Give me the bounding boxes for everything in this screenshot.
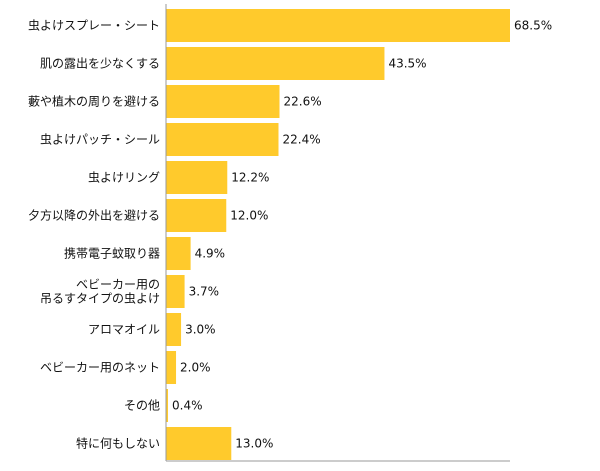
- category-label: アロマオイル: [88, 323, 160, 337]
- category-label: 携帯電子蚊取り器: [64, 246, 160, 261]
- bar: [166, 199, 227, 232]
- category-label: 虫よけリング: [88, 171, 160, 185]
- bar: [166, 427, 232, 460]
- bar: [166, 275, 185, 308]
- data-label: 43.5%: [388, 57, 426, 71]
- category-label: その他: [124, 399, 160, 413]
- data-label: 0.4%: [172, 399, 203, 413]
- bar: [166, 85, 280, 118]
- category-label: ベビーカー用のネット: [40, 361, 160, 375]
- category-labels-group: 虫よけスプレー・シート肌の露出を少なくする藪や植木の周りを避ける虫よけパッチ・シ…: [28, 19, 160, 451]
- bar: [166, 123, 279, 156]
- data-label: 2.0%: [180, 361, 211, 375]
- data-label: 13.0%: [235, 437, 273, 451]
- bar: [166, 389, 169, 422]
- category-label: 肌の露出を少なくする: [40, 57, 160, 71]
- data-label: 3.0%: [185, 323, 216, 337]
- bar: [166, 161, 228, 194]
- value-labels-group: 68.5% 43.5% 22.6% 22.4% 12.2% 12.0% 4.9% 3.7% 3.…: [172, 19, 552, 451]
- category-label: 藪や植木の周りを避ける: [28, 94, 160, 109]
- data-label: 4.9%: [195, 247, 226, 261]
- category-label: 虫よけスプレー・シート: [28, 19, 160, 33]
- data-label: 3.7%: [189, 285, 220, 299]
- data-label: 12.2%: [231, 171, 269, 185]
- category-label: 夕方以降の外出を避ける: [28, 208, 160, 223]
- bar: [166, 237, 191, 270]
- data-label: 22.6%: [283, 95, 321, 109]
- data-label: 12.0%: [230, 209, 268, 223]
- bar: [166, 351, 177, 384]
- category-label: 特に何もしない: [76, 436, 160, 451]
- bars-group: [166, 9, 510, 460]
- category-label: 虫よけパッチ・シール: [40, 133, 160, 147]
- bar: [166, 9, 510, 42]
- bar: [166, 47, 385, 80]
- category-label: 吊るすタイプの虫よけ: [40, 292, 160, 306]
- data-label: 68.5%: [514, 19, 552, 33]
- bar: [166, 313, 182, 346]
- category-label: ベビーカー用の: [76, 278, 160, 292]
- data-label: 22.4%: [282, 133, 320, 147]
